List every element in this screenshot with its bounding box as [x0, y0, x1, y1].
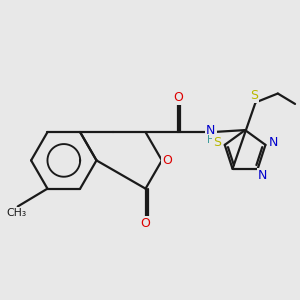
- Text: S: S: [250, 88, 258, 101]
- Text: N: N: [206, 124, 216, 137]
- Text: N: N: [269, 136, 278, 149]
- Text: O: O: [141, 217, 151, 230]
- Text: H: H: [207, 136, 215, 146]
- Text: S: S: [213, 136, 221, 149]
- Text: O: O: [162, 154, 172, 167]
- Text: N: N: [258, 169, 267, 182]
- Text: O: O: [173, 91, 183, 104]
- Text: CH₃: CH₃: [6, 208, 26, 218]
